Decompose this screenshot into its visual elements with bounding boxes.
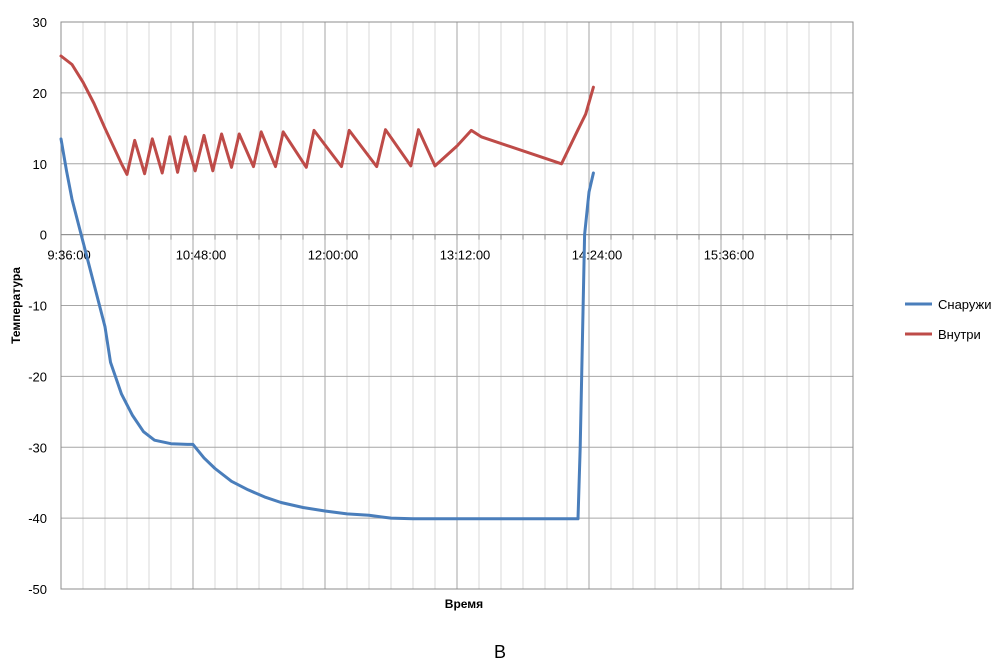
x-tick-label: 10:48:00 [176,248,227,263]
legend-label: Внутри [938,327,981,342]
x-axis: 9:36:00 10:48:00 12:00:00 13:12:00 14:24:00 1… [47,234,854,263]
x-tick-label: 15:36:00 [704,248,755,263]
y-axis-title: Температура [9,267,23,344]
x-tick-label: 14:24:00 [572,248,623,263]
y-tick-label: 10 [33,157,47,172]
y-axis: 30 20 10 0 -10 -20 -30 -40 -50 [28,15,62,597]
x-tick-label: 13:12:00 [440,248,491,263]
y-tick-label: -50 [28,582,47,597]
y-tick-label: -40 [28,511,47,526]
series-layer [59,54,595,521]
x-axis-title: Время [445,597,483,611]
x-tick-label: 9:36:00 [47,248,90,263]
y-tick-label: 30 [33,15,47,30]
y-tick-label: 20 [33,86,47,101]
y-tick-label: -20 [28,369,47,384]
y-tick-label: -10 [28,299,47,314]
panel-label: В [493,642,506,662]
x-tick-label: 12:00:00 [308,248,359,263]
y-tick-label: 0 [40,228,47,243]
series-line-outside [59,137,595,521]
legend: Снаружи Внутри [905,297,992,342]
major-gridlines [60,21,853,590]
y-tick-label: -30 [28,440,47,455]
legend-label: Снаружи [938,297,992,312]
series-line-inside [59,54,595,176]
